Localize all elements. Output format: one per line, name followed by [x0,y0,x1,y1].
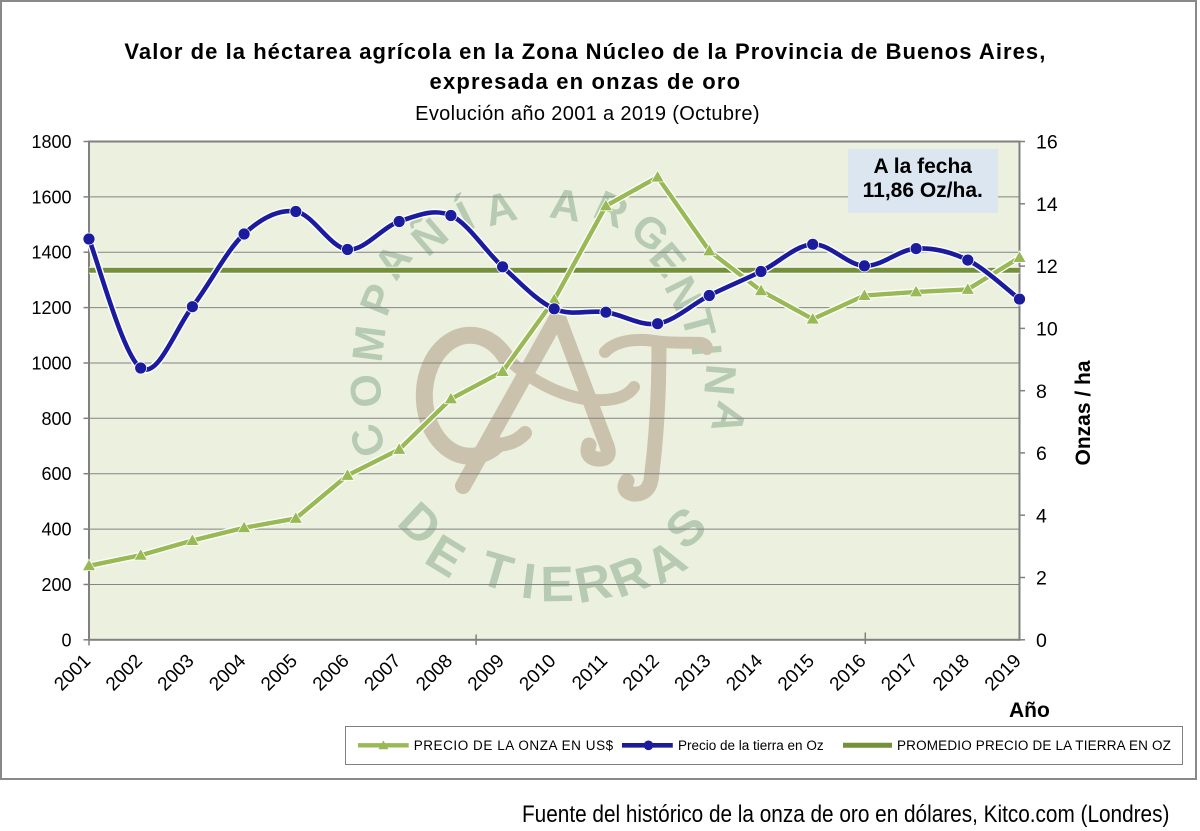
svg-text:1600: 1600 [31,187,71,207]
svg-text:10: 10 [1036,319,1058,341]
svg-text:A: A [547,180,585,232]
svg-text:0: 0 [1036,630,1047,652]
svg-text:PROMEDIO PRECIO DE LA TIERRA E: PROMEDIO PRECIO DE LA TIERRA EN OZ [897,738,1171,753]
svg-text:16: 16 [1036,132,1058,154]
svg-text:1800: 1800 [31,132,71,152]
svg-text:800: 800 [41,409,71,429]
svg-text:2: 2 [1036,568,1047,590]
svg-text:Precio de la tierra en Oz: Precio de la tierra en Oz [678,738,824,753]
svg-text:M: M [344,323,396,364]
svg-text:Onzas / ha: Onzas / ha [1072,360,1095,465]
svg-text:N: N [694,362,744,397]
svg-text:6: 6 [1036,443,1047,465]
svg-text:1200: 1200 [31,298,71,318]
svg-text:400: 400 [41,520,71,540]
svg-text:12: 12 [1036,256,1058,278]
svg-text:1400: 1400 [31,243,71,263]
svg-text:O: O [340,371,392,411]
svg-text:14: 14 [1036,194,1058,216]
svg-text:600: 600 [41,464,71,484]
svg-text:0: 0 [61,630,71,650]
svg-text:Año: Año [1009,699,1050,722]
svg-text:4: 4 [1036,505,1047,527]
svg-text:I: I [519,553,539,610]
svg-text:PRECIO DE LA ONZA EN US$: PRECIO DE LA ONZA EN US$ [414,738,614,753]
svg-text:8: 8 [1036,381,1047,403]
svg-text:200: 200 [41,575,71,595]
svg-text:1000: 1000 [31,354,71,374]
